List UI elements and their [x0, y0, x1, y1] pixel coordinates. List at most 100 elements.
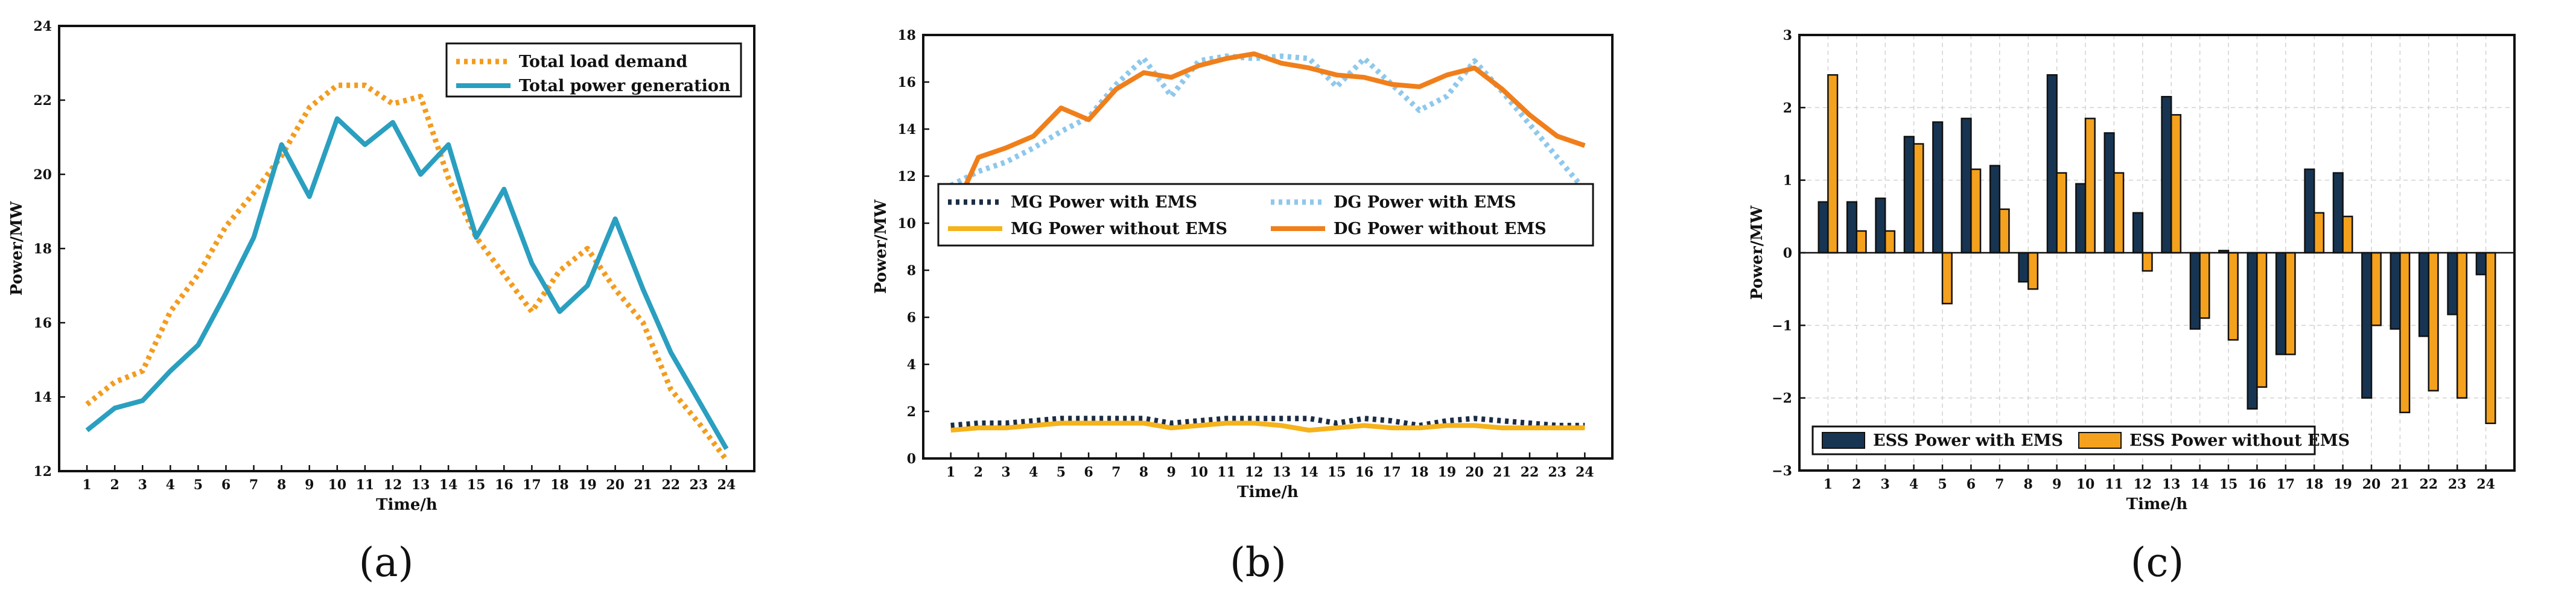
legend-label: ESS Power with EMS — [1873, 431, 2063, 450]
bar-ess-without-ems — [2027, 252, 2039, 290]
x-tick-label: 20 — [2362, 477, 2381, 492]
x-tick-label: 7 — [1995, 477, 2004, 492]
x-tick-label: 4 — [1029, 464, 1038, 480]
x-tick-label: 19 — [1438, 464, 1457, 480]
legend-label: Total power generation — [519, 77, 731, 95]
x-tick-label: 9 — [2052, 477, 2061, 492]
bar-ess-without-ems — [2199, 252, 2210, 319]
y-tick-label: 3 — [1783, 28, 1792, 43]
y-tick-label: 6 — [907, 310, 916, 326]
x-tick-label: 22 — [2419, 477, 2438, 492]
y-tick-label: 0 — [907, 451, 916, 467]
x-tick-label: 4 — [1909, 477, 1918, 492]
x-tick-label: 5 — [1057, 464, 1066, 480]
bar-ess-with-ems — [1989, 165, 2001, 254]
bar-ess-with-ems — [1875, 197, 1886, 254]
legend-box — [1811, 425, 2316, 455]
bar-ess-without-ems — [1827, 74, 1839, 254]
bar-ess-without-ems — [1884, 230, 1896, 254]
bar-ess-with-ems — [2247, 252, 2258, 410]
x-tick-label: 15 — [2219, 477, 2238, 492]
y-tick-label: 18 — [33, 241, 52, 257]
x-tick-label: 4 — [166, 477, 175, 493]
bar-ess-with-ems — [2475, 252, 2487, 276]
y-tick-label: 18 — [897, 28, 916, 43]
x-tick-label: 7 — [1111, 464, 1121, 480]
legend-label: ESS Power without EMS — [2129, 431, 2350, 450]
x-tick-label: 1 — [946, 464, 955, 480]
legend: ESS Power with EMS ESS Power without EMS — [1811, 425, 2350, 455]
x-tick-label: 6 — [1084, 464, 1093, 480]
bar-ess-with-ems — [1961, 118, 1972, 254]
x-tick-label: 1 — [1824, 477, 1833, 492]
legend-label: MG Power without EMS — [1011, 220, 1227, 238]
x-tick-label: 9 — [1166, 464, 1175, 480]
x-tick-label: 12 — [384, 477, 402, 493]
bar-ess-with-ems — [1903, 136, 1915, 254]
y-tick-label: 14 — [897, 122, 916, 138]
x-tick-label: 11 — [1217, 464, 1236, 480]
x-tick-label: 20 — [606, 477, 625, 493]
x-tick-label: 18 — [1410, 464, 1429, 480]
x-tick-label: 11 — [356, 477, 375, 493]
bar-ess-without-ems — [2342, 215, 2353, 254]
x-tick-label: 12 — [2133, 477, 2152, 492]
x-tick-label: 16 — [2248, 477, 2266, 492]
x-tick-label: 5 — [1938, 477, 1947, 492]
x-tick-label: 10 — [1189, 464, 1208, 480]
x-tick-label: 21 — [1493, 464, 1512, 480]
y-tick-label: 2 — [1783, 100, 1792, 116]
legend-label: MG Power with EMS — [1011, 193, 1197, 212]
bar-ess-with-ems — [2275, 252, 2287, 355]
x-tick-label: 13 — [1273, 464, 1291, 480]
bar-ess-without-ems — [2084, 118, 2096, 254]
x-tick-label: 15 — [1328, 464, 1346, 480]
x-tick-label: 17 — [1382, 464, 1401, 480]
y-axis-label: Power/MW — [1748, 205, 1766, 300]
y-tick-label: 2 — [907, 404, 916, 420]
x-tick-label: 21 — [634, 477, 652, 493]
y-tick-label: 14 — [33, 390, 52, 405]
y-tick-label: 8 — [907, 263, 916, 279]
bar-ess-with-ems — [2018, 252, 2029, 283]
x-tick-label: 24 — [717, 477, 736, 493]
y-tick-label: 4 — [907, 357, 916, 373]
y-tick-label: −1 — [1772, 318, 1792, 334]
x-tick-label: 12 — [1245, 464, 1264, 480]
chart-b: (b) 1 2 3 4 5 6 7 8 9 10 11 12 13 14 15 16 17 18 19 20 21 22 2… — [872, 28, 1614, 586]
legend-label: DG Power without EMS — [1334, 220, 1547, 238]
x-axis-label: Time/h — [1237, 483, 1299, 501]
bar-ess-with-ems — [1932, 121, 1944, 254]
y-axis-label: Power/MW — [8, 201, 26, 296]
legend-box — [937, 183, 1594, 247]
x-tick-label: 1 — [82, 477, 91, 493]
bar-ess-with-ems — [2447, 252, 2458, 315]
legend-swatch — [1822, 432, 1865, 449]
x-tick-label: 8 — [277, 477, 286, 493]
bar-ess-with-ems — [2304, 168, 2315, 254]
x-tick-label: 2 — [1852, 477, 1861, 492]
x-tick-label: 14 — [2190, 477, 2209, 492]
bar-ess-with-ems — [2418, 252, 2430, 337]
bar-ess-without-ems — [1856, 230, 1867, 254]
panel-label-b: (b) — [1230, 539, 1286, 586]
x-tick-label: 16 — [1355, 464, 1374, 480]
bar-ess-without-ems — [1970, 168, 1982, 254]
series-line-dg-power-without-ems — [949, 51, 1586, 220]
plot-frame — [922, 34, 1614, 460]
x-tick-label: 17 — [2276, 477, 2295, 492]
x-tick-label: 20 — [1465, 464, 1484, 480]
x-tick-label: 13 — [412, 477, 430, 493]
x-tick-label: 23 — [690, 477, 708, 493]
y-tick-label: 22 — [33, 93, 52, 109]
legend-label: Total load demand — [519, 52, 687, 71]
x-tick-label: 24 — [1576, 464, 1594, 480]
bar-ess-without-ems — [2313, 212, 2325, 254]
x-tick-label: 6 — [221, 477, 231, 493]
bar-ess-with-ems — [2161, 96, 2172, 254]
chart-c: (c) 1 2 3 4 5 6 7 8 9 10 11 12 13 14 15 16 17 18 19 20 21 22 2… — [1748, 28, 2516, 586]
legend-label: DG Power with EMS — [1334, 193, 1516, 212]
bar-ess-without-ems — [2227, 252, 2239, 341]
legend: MG Power with EMS DG Power with EMS MG Pow… — [937, 183, 1594, 247]
